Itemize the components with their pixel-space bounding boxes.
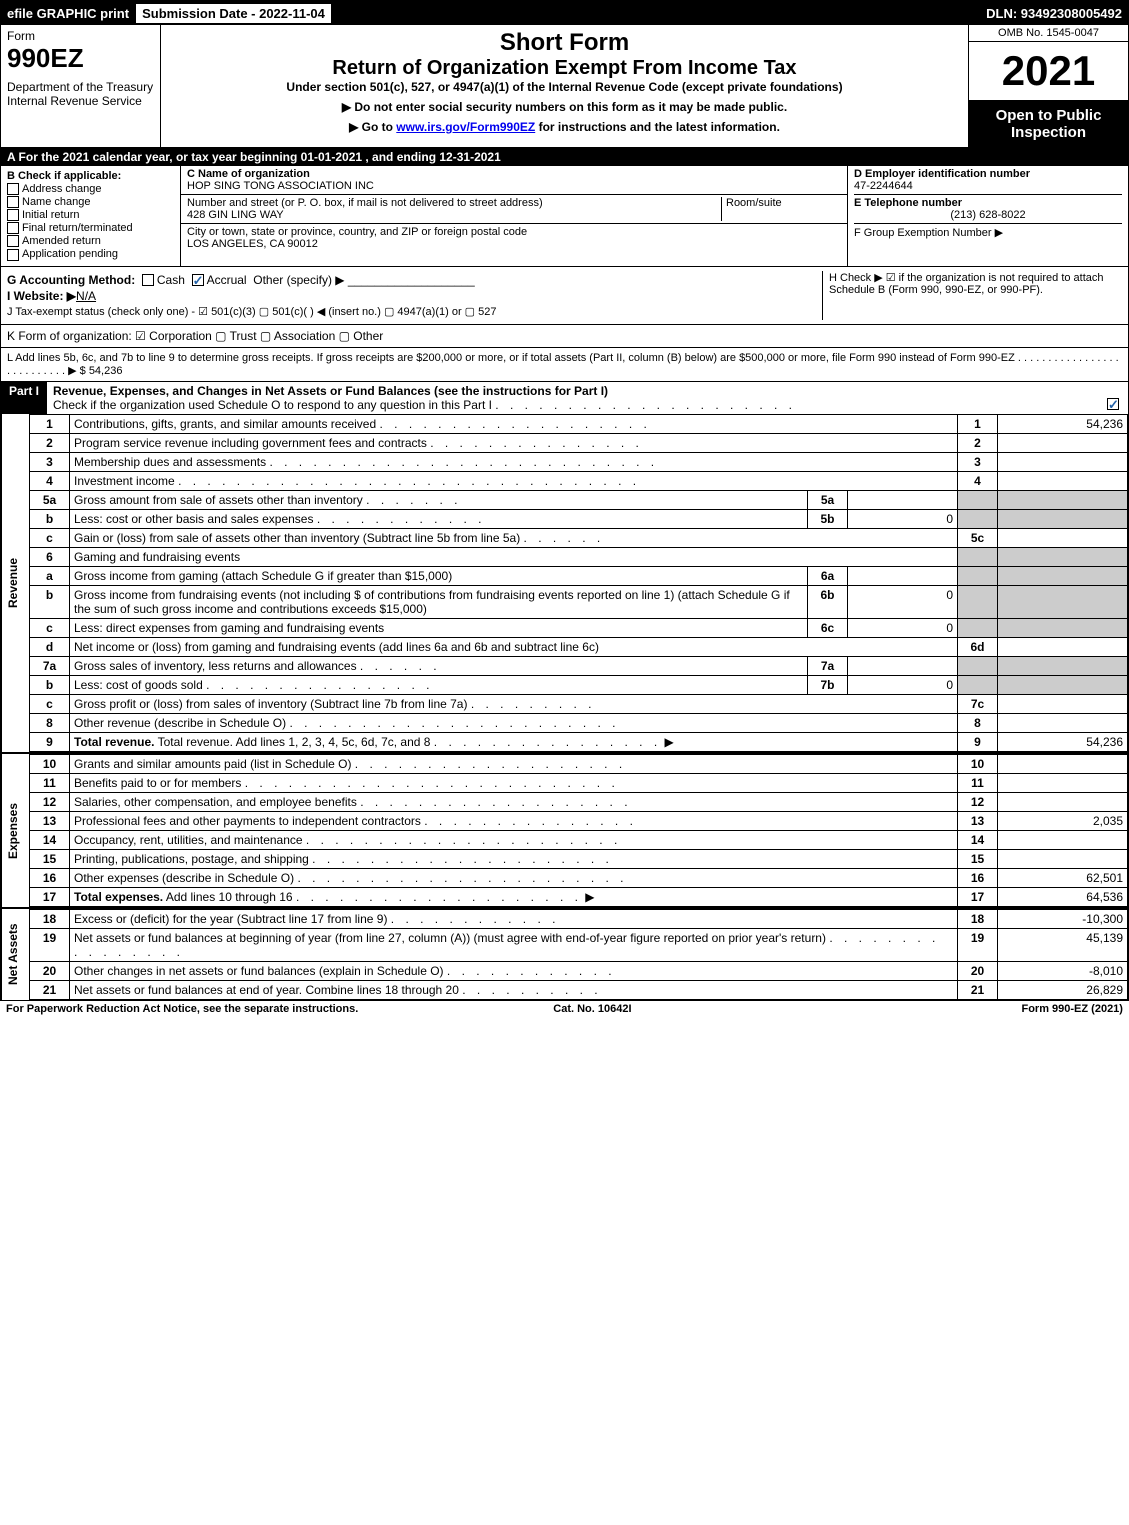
form-number: 990EZ bbox=[7, 43, 154, 74]
efile-label: efile GRAPHIC print bbox=[1, 6, 135, 21]
part-1-title: Revenue, Expenses, and Changes in Net As… bbox=[47, 382, 1128, 414]
phone-value: (213) 628-8022 bbox=[854, 209, 1122, 221]
expenses-table: 10Grants and similar amounts paid (list … bbox=[29, 754, 1128, 907]
irs-link[interactable]: www.irs.gov/Form990EZ bbox=[396, 120, 535, 134]
org-name: HOP SING TONG ASSOCIATION INC bbox=[187, 180, 841, 192]
street-label: Number and street (or P. O. box, if mail… bbox=[187, 197, 721, 209]
sidebar-revenue: Revenue bbox=[1, 414, 29, 752]
omb-number: OMB No. 1545-0047 bbox=[969, 25, 1128, 42]
instruction-2: ▶ Go to www.irs.gov/Form990EZ for instru… bbox=[167, 120, 962, 134]
instruction-1: ▶ Do not enter social security numbers o… bbox=[167, 100, 962, 114]
room-label: Room/suite bbox=[726, 197, 841, 209]
group-exemption-label: F Group Exemption Number ▶ bbox=[854, 226, 1122, 239]
title-short-form: Short Form bbox=[167, 29, 962, 57]
sidebar-netassets: Net Assets bbox=[1, 909, 29, 1000]
tax-year: 2021 bbox=[969, 42, 1128, 101]
box-i: I Website: ▶N/A bbox=[7, 289, 822, 303]
sidebar-expenses: Expenses bbox=[1, 754, 29, 907]
box-l: L Add lines 5b, 6c, and 7b to line 9 to … bbox=[1, 348, 1128, 382]
check-address-change[interactable]: Address change bbox=[7, 183, 174, 195]
ein-value: 47-2244644 bbox=[854, 180, 1122, 192]
department-label: Department of the Treasury Internal Reve… bbox=[7, 80, 154, 108]
check-amended-return[interactable]: Amended return bbox=[7, 235, 174, 247]
footer-center: Cat. No. 10642I bbox=[553, 1003, 631, 1015]
part-1-body: Revenue 1Contributions, gifts, grants, a… bbox=[1, 414, 1128, 752]
box-d: D Employer identification number 47-2244… bbox=[848, 166, 1128, 266]
subtitle: Under section 501(c), 527, or 4947(a)(1)… bbox=[167, 80, 962, 94]
box-h: H Check ▶ ☑ if the organization is not r… bbox=[822, 271, 1122, 320]
box-b: B Check if applicable: Address change Na… bbox=[1, 166, 181, 266]
ein-label: D Employer identification number bbox=[854, 168, 1122, 180]
part-1-label: Part I bbox=[1, 382, 47, 414]
netassets-table: 18Excess or (deficit) for the year (Subt… bbox=[29, 909, 1128, 1000]
page-footer: For Paperwork Reduction Act Notice, see … bbox=[0, 1001, 1129, 1017]
city-label: City or town, state or province, country… bbox=[187, 226, 841, 238]
check-final-return[interactable]: Final return/terminated bbox=[7, 222, 174, 234]
form-header: Form 990EZ Department of the Treasury In… bbox=[1, 25, 1128, 148]
submission-date: Submission Date - 2022-11-04 bbox=[135, 3, 332, 24]
footer-right: Form 990-EZ (2021) bbox=[1021, 1003, 1123, 1015]
check-application-pending[interactable]: Application pending bbox=[7, 248, 174, 260]
middle-section: G Accounting Method: Cash Accrual Other … bbox=[1, 267, 1128, 325]
expenses-body: Expenses 10Grants and similar amounts pa… bbox=[1, 752, 1128, 907]
box-k: K Form of organization: ☑ Corporation ▢ … bbox=[1, 325, 1128, 348]
revenue-table: 1Contributions, gifts, grants, and simil… bbox=[29, 414, 1128, 752]
box-j: J Tax-exempt status (check only one) - ☑… bbox=[7, 305, 822, 318]
check-initial-return[interactable]: Initial return bbox=[7, 209, 174, 221]
box-c: C Name of organization HOP SING TONG ASS… bbox=[181, 166, 848, 266]
check-name-change[interactable]: Name change bbox=[7, 196, 174, 208]
top-bar: efile GRAPHIC print Submission Date - 20… bbox=[1, 1, 1128, 25]
footer-left: For Paperwork Reduction Act Notice, see … bbox=[6, 1003, 358, 1015]
street-value: 428 GIN LING WAY bbox=[187, 209, 721, 221]
org-name-label: C Name of organization bbox=[187, 168, 841, 180]
netassets-body: Net Assets 18Excess or (deficit) for the… bbox=[1, 907, 1128, 1000]
phone-label: E Telephone number bbox=[854, 197, 1122, 209]
form-label: Form bbox=[7, 29, 154, 43]
box-b-label: B Check if applicable: bbox=[7, 170, 174, 182]
section-a: A For the 2021 calendar year, or tax yea… bbox=[1, 148, 1128, 166]
dln-label: DLN: 93492308005492 bbox=[980, 6, 1128, 21]
open-inspection: Open to Public Inspection bbox=[969, 101, 1128, 147]
city-value: LOS ANGELES, CA 90012 bbox=[187, 238, 841, 250]
part-1-header: Part I Revenue, Expenses, and Changes in… bbox=[1, 382, 1128, 414]
title-return: Return of Organization Exempt From Incom… bbox=[167, 57, 962, 80]
identity-row: B Check if applicable: Address change Na… bbox=[1, 166, 1128, 267]
box-g: G Accounting Method: Cash Accrual Other … bbox=[7, 273, 822, 287]
